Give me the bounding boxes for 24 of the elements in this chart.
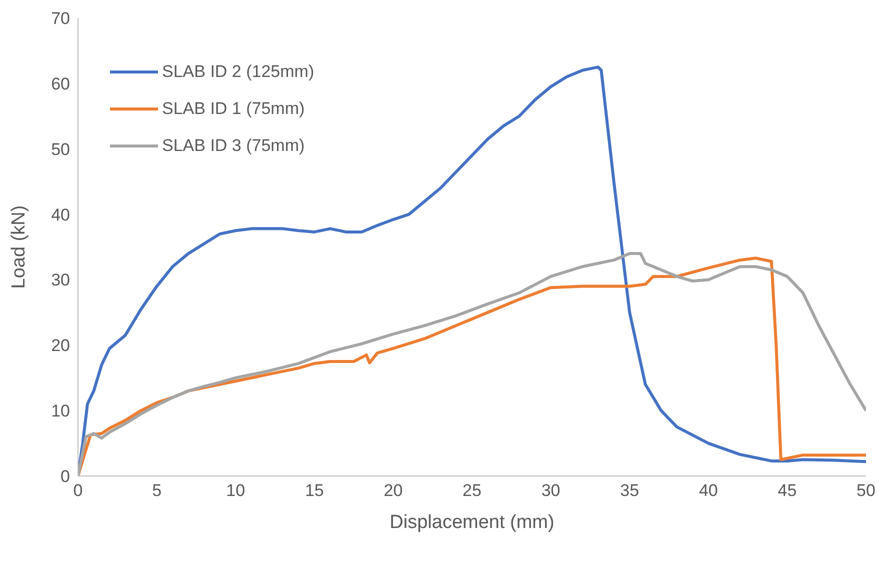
y-tick-label: 0 (60, 467, 70, 486)
y-tick-label: 10 (51, 402, 70, 421)
y-tick-label: 20 (51, 336, 70, 356)
x-tick-label: 35 (620, 481, 640, 500)
x-tick-label: 20 (384, 481, 403, 500)
y-tick-label: 30 (51, 270, 70, 290)
x-tick-label: 10 (226, 481, 246, 500)
x-axis-title: Displacement (mm) (390, 512, 554, 533)
y-tick-label: 60 (51, 74, 70, 94)
y-tick-label: 40 (51, 205, 70, 224)
x-tick-label: 40 (698, 481, 718, 500)
legend-label: SLAB ID 1 (75mm) (162, 98, 305, 118)
x-tick-label: 15 (304, 481, 324, 500)
x-tick-label: 45 (778, 481, 797, 500)
x-tick-label: 5 (152, 481, 162, 500)
y-axis-title: Load (kN) (8, 205, 30, 289)
legend-label: SLAB ID 3 (75mm) (162, 136, 305, 156)
x-tick-label: 25 (462, 481, 482, 500)
x-tick-label: 30 (541, 481, 560, 500)
x-tick-label: 50 (856, 481, 876, 500)
y-tick-label: 70 (51, 9, 70, 28)
x-tick-label: 0 (73, 481, 83, 500)
y-tick-label: 50 (51, 140, 70, 159)
legend-label: SLAB ID 2 (125mm) (162, 62, 314, 82)
